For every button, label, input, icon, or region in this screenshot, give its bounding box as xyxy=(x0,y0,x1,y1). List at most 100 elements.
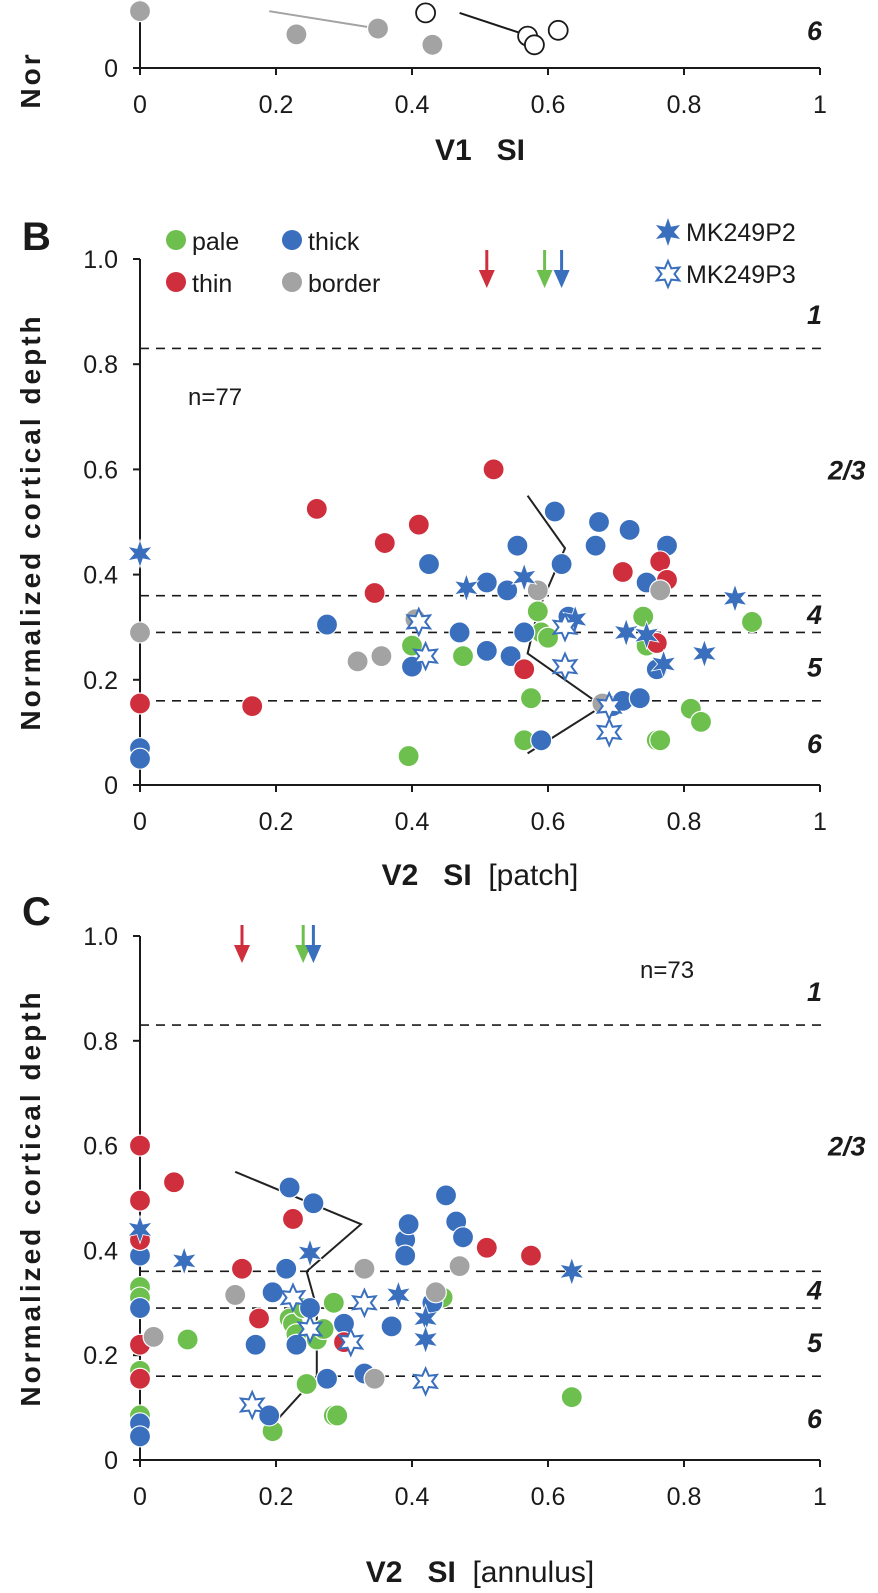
layer-label: 1 xyxy=(807,977,822,1007)
y-tick-label: 1.0 xyxy=(83,923,118,951)
data-point-thin xyxy=(230,1257,254,1280)
data-point-thin xyxy=(241,694,264,718)
star-marker-open xyxy=(405,606,433,638)
data-point-thin xyxy=(162,1171,186,1194)
layer-label: 2/3 xyxy=(827,455,866,485)
x-tick-label: 0.6 xyxy=(531,1483,566,1511)
data-point-border xyxy=(366,17,390,40)
x-tick-label: 0 xyxy=(133,91,147,119)
star-marker-open xyxy=(595,690,623,722)
data-point-thin xyxy=(363,581,386,605)
layer-label: 2/3 xyxy=(827,1132,866,1162)
median-arrowhead-thick xyxy=(553,270,570,288)
y-tick-label: 0 xyxy=(104,772,118,800)
legend-star-filled xyxy=(655,218,681,246)
y-axis-label: Normalized cortical depth xyxy=(15,989,46,1406)
star-marker-open xyxy=(279,1282,307,1314)
legend-star-open xyxy=(654,258,682,290)
layer-label: 5 xyxy=(807,653,823,683)
star-marker-filled xyxy=(633,619,660,651)
y-tick-label: 0.8 xyxy=(83,1028,118,1056)
x-tick-label: 0.2 xyxy=(259,808,294,836)
star-marker-open xyxy=(595,716,623,748)
data-point-thick xyxy=(475,639,498,662)
data-point-border xyxy=(128,621,152,644)
star-marker-filled xyxy=(721,583,749,614)
median-arrowhead-thick xyxy=(305,945,322,963)
data-point-thick xyxy=(315,1367,339,1390)
layer-label: 1 xyxy=(807,300,822,330)
legend-label-thick: thick xyxy=(308,228,360,256)
data-point-thick xyxy=(394,1244,417,1267)
x-axis-label-suffix: [patch] xyxy=(472,859,579,892)
data-point-pale xyxy=(560,1386,583,1409)
layer-label: 4 xyxy=(806,600,822,630)
star-marker-open xyxy=(238,1389,266,1421)
n-label: n=77 xyxy=(188,384,242,411)
median-arrowhead-thin xyxy=(478,270,495,288)
data-point-open xyxy=(547,19,569,41)
y-axis-label: Normalized cortical depth xyxy=(15,313,46,730)
data-point-pale xyxy=(649,729,672,752)
x-axis-label: V2 SI [patch] xyxy=(382,859,579,892)
star-marker-open xyxy=(412,640,440,672)
data-point-border xyxy=(128,0,152,23)
x-tick-label: 1 xyxy=(813,1483,827,1511)
data-point-pale xyxy=(526,600,549,623)
data-point-thick xyxy=(302,1192,325,1215)
data-point-thick xyxy=(628,687,651,710)
x-axis-label-main: V2 SI xyxy=(366,1556,456,1589)
data-point-thin xyxy=(482,458,505,481)
data-point-thin xyxy=(128,1134,152,1157)
x-tick-label: 0 xyxy=(133,1483,147,1511)
data-point-border xyxy=(424,1281,447,1304)
legend-label-border: border xyxy=(308,270,380,298)
x-tick-label: 1 xyxy=(813,91,827,119)
x-tick-label: 0.2 xyxy=(259,91,294,119)
data-point-thick xyxy=(499,645,522,668)
data-point-thick xyxy=(587,510,611,534)
x-tick-label: 0.2 xyxy=(259,1483,294,1511)
data-point-pale xyxy=(740,610,764,634)
legend-marker-thin xyxy=(166,272,186,292)
data-point-border xyxy=(353,1257,376,1280)
n-label: n=73 xyxy=(640,957,694,984)
panel-c: C 0 0.2 0.4 0.6 0.8 1 0 0.2 0.4 0.6 0.8 1.0 Normalize… xyxy=(15,890,866,1589)
data-point-open xyxy=(524,34,545,56)
x-tick-label: 0 xyxy=(133,808,147,836)
legend-label-thin: thin xyxy=(192,270,232,298)
x-tick-label: 0.8 xyxy=(667,1483,702,1511)
data-point-thin xyxy=(305,497,328,520)
star-marker-open xyxy=(296,1313,324,1345)
data-point-thick xyxy=(128,1296,152,1320)
data-point-pale xyxy=(632,605,655,628)
median-arrowhead-thin xyxy=(234,945,250,963)
layer-label: 6 xyxy=(807,729,823,759)
data-point-pale xyxy=(326,1404,349,1427)
x-axis-label-suffix: [annulus] xyxy=(456,1556,594,1589)
data-point-thick xyxy=(261,1281,284,1304)
series-line xyxy=(459,11,522,35)
star-marker-filled xyxy=(453,572,480,604)
x-tick-label: 0.8 xyxy=(667,808,702,836)
data-point-thick xyxy=(584,534,607,557)
data-point-open xyxy=(415,2,437,24)
star-marker-open xyxy=(551,651,579,683)
star-marker-filled xyxy=(296,1237,324,1269)
x-tick-label: 0.4 xyxy=(395,808,430,836)
median-arrowhead-pale xyxy=(295,945,312,963)
star-marker-filled xyxy=(511,561,538,593)
y-tick-label: 0.2 xyxy=(83,1342,118,1370)
x-axis-label-main: V2 SI xyxy=(382,859,472,892)
data-point-pale xyxy=(397,744,420,768)
data-point-thin xyxy=(373,531,396,555)
data-point-thick xyxy=(513,621,536,644)
panel-b: B 0 0.2 0.4 0.6 0.8 1 0 0.2 0.4 0.6 0.8 1.0 Normalize… xyxy=(15,215,866,892)
data-point-border xyxy=(421,33,444,56)
data-point-thick xyxy=(496,579,519,602)
legend-marker-thick xyxy=(282,230,302,250)
y-tick-label: 0 xyxy=(104,55,118,83)
data-point-border xyxy=(363,1367,386,1390)
data-point-thick xyxy=(315,613,339,636)
x-axis-label: V1 SI xyxy=(435,134,525,167)
